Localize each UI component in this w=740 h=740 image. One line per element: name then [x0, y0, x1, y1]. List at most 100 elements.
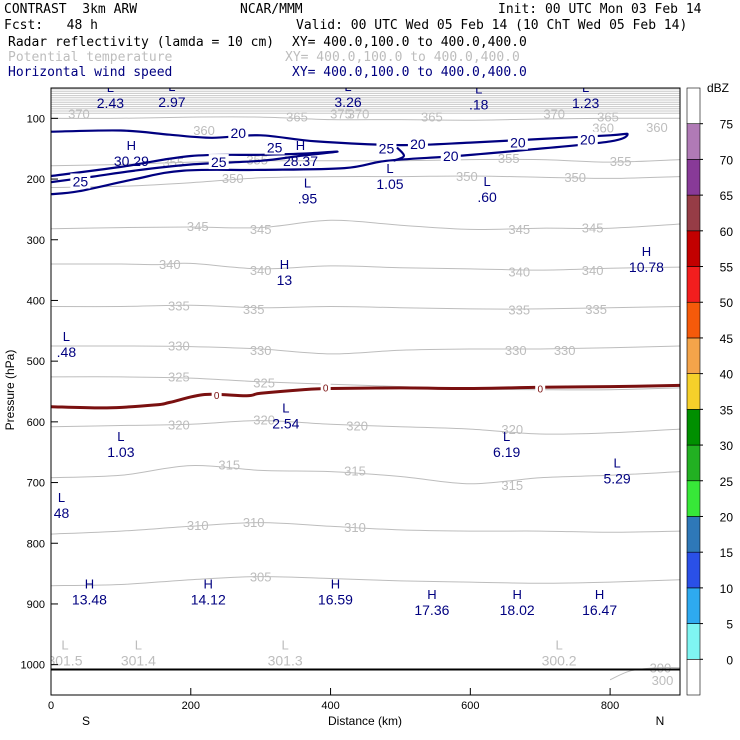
- y-tick-label: 1000: [21, 660, 45, 672]
- upper-theta-label: 370: [348, 106, 370, 121]
- theta-label-340: 340: [159, 257, 181, 272]
- colorbar-level-label: 25: [720, 475, 734, 489]
- theta-label-330: 330: [505, 343, 527, 358]
- theta-label-325: 325: [253, 375, 275, 390]
- theta-label-345: 345: [250, 222, 272, 237]
- wind-label-20: 20: [231, 125, 247, 141]
- extremum-value: 10.78: [629, 259, 664, 275]
- extremum-value: 13.48: [72, 592, 107, 608]
- wind-label-bg: [70, 173, 91, 189]
- colorbar-level-label: 60: [720, 225, 734, 239]
- theta-contour-330: [51, 345, 680, 355]
- wind-label-20: 20: [443, 148, 459, 164]
- x-tick-label: 600: [461, 700, 479, 712]
- direction-north: N: [656, 714, 665, 728]
- theta-contour-320: [51, 420, 680, 435]
- extremum-value: 16.47: [582, 602, 617, 618]
- x-tick-label: 400: [321, 700, 339, 712]
- reflectivity-label: 0: [537, 384, 543, 395]
- theta-label-330: 330: [554, 343, 576, 358]
- colorbar-swatch: [686, 409, 701, 446]
- theta-label-310: 310: [187, 518, 209, 533]
- theta-extremum-value: 300.2: [542, 652, 577, 668]
- extremum-value: 2.97: [158, 94, 185, 110]
- upper-theta-label: 360: [646, 120, 668, 135]
- reflectivity-label: 0: [214, 391, 220, 402]
- extremum-high-marker: H: [127, 138, 136, 153]
- wind-label-bg: [407, 135, 428, 151]
- extremum-low-marker: L: [58, 490, 65, 505]
- reflectivity-label-bg: [211, 389, 222, 401]
- wind-label-20: 20: [410, 136, 426, 152]
- extremum-low-marker: L: [475, 81, 482, 96]
- extremum-value: 28.37: [283, 153, 318, 169]
- y-tick-label: 300: [27, 235, 45, 247]
- colorbar-swatch: [686, 658, 701, 696]
- theta-label-310: 310: [344, 520, 366, 535]
- theta-contour-345: [51, 219, 680, 230]
- extremum-value: 48: [54, 505, 70, 521]
- wind-label-20: 20: [580, 132, 596, 148]
- extremum-low-marker: L: [304, 175, 311, 190]
- colorbar-swatch: [686, 301, 701, 339]
- theta-contour-355: [51, 158, 680, 167]
- extremum-value: 17.36: [414, 602, 449, 618]
- upper-theta-label: 370: [68, 106, 90, 121]
- wind-contour-25: [393, 146, 405, 162]
- extremum-value: 2.43: [97, 95, 124, 111]
- forecast-hour: Fcst: 48 h: [4, 18, 98, 33]
- colorbar-level-label: 30: [720, 439, 734, 453]
- theta-contour-315: [51, 464, 680, 485]
- theta-label-315: 315: [501, 478, 523, 493]
- wind-label-25: 25: [267, 139, 283, 155]
- theta-label-310: 310: [243, 515, 265, 530]
- theta-label-335: 335: [585, 302, 607, 317]
- upper-theta-label: 365: [597, 110, 619, 125]
- y-tick-label: 900: [27, 599, 45, 611]
- org-label: NCAR/MMM: [240, 2, 303, 17]
- colorbar-swatch: [686, 194, 701, 232]
- colorbar-unit: dBZ: [707, 81, 729, 95]
- extremum-high-marker: H: [512, 587, 521, 602]
- theta-label-305: 305: [250, 570, 272, 585]
- theta-contour-340: [51, 262, 680, 271]
- theta-contours: [51, 116, 680, 681]
- extremum-value: 5.29: [603, 470, 630, 486]
- extremum-value: 2.54: [272, 416, 299, 432]
- field-legend-reflectivity: Radar reflectivity (lamda = 10 cm): [8, 35, 275, 50]
- colorbar-level-label: 65: [720, 189, 734, 203]
- extremum-low-marker: L: [63, 329, 70, 344]
- colorbar-swatch: [686, 623, 701, 660]
- extremum-value: 1.03: [107, 444, 134, 460]
- reflectivity-label-bg: [535, 382, 546, 394]
- dbz-colorbar: 0 5 10 15 20 25 30 35 40 45 50 55 60 65 70 75: [686, 87, 734, 696]
- extremum-value: 30.29: [114, 153, 149, 169]
- upper-theta-label: 360: [193, 123, 215, 138]
- theta-extremum-value: 301.4: [121, 652, 156, 668]
- theta-label-325: 325: [168, 369, 190, 384]
- theta-label-350: 350: [564, 170, 586, 185]
- theta-label-335: 335: [168, 298, 190, 313]
- extremum-high-marker: H: [427, 587, 436, 602]
- wind-label-bg: [208, 154, 229, 170]
- wind-label-bg: [577, 131, 598, 147]
- extremum-value: 1.23: [572, 95, 599, 111]
- theta-label-320: 320: [168, 417, 190, 432]
- wind-label-25: 25: [379, 141, 395, 157]
- wind-label-bg: [264, 139, 285, 155]
- colorbar-swatch: [686, 587, 701, 624]
- theta-label-320: 320: [253, 412, 275, 427]
- extremum-value: 14.12: [191, 592, 226, 608]
- extremum-low-marker: L: [386, 161, 393, 176]
- y-tick-label: 700: [27, 478, 45, 490]
- colorbar-level-label: 5: [726, 618, 733, 632]
- field-legend-reflectivity-xy: XY= 400.0,100.0 to 400.0,400.0: [292, 35, 527, 50]
- field-legend-theta-xy: XY= 400.0,100.0 to 400.0,400.0: [285, 50, 520, 65]
- extremum-low-marker: L: [344, 79, 351, 94]
- wind-label-25: 25: [73, 173, 89, 189]
- wind-contour-25: [51, 150, 339, 184]
